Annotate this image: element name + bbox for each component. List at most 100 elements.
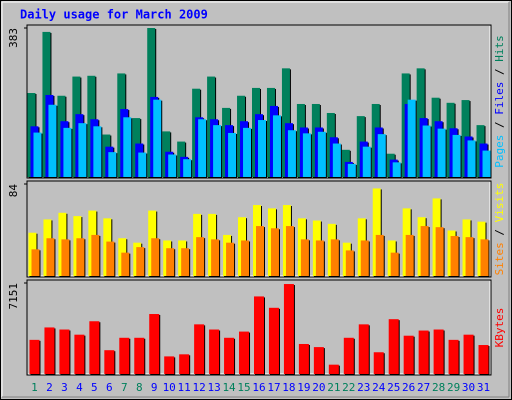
- bar: [345, 250, 354, 276]
- bar: [283, 284, 294, 374]
- bar: [254, 296, 264, 374]
- legend-entry: Sites: [493, 242, 506, 275]
- bar: [179, 354, 190, 374]
- x-tick-label: 15: [237, 381, 250, 394]
- x-tick-label: 26: [402, 381, 415, 394]
- bar: [287, 130, 296, 177]
- bar: [166, 248, 175, 276]
- bar: [256, 226, 264, 276]
- x-tick-label: 11: [178, 381, 191, 394]
- bar: [403, 335, 414, 374]
- bar: [136, 247, 145, 276]
- bar: [209, 329, 220, 374]
- bar: [377, 134, 386, 177]
- legend: Pages / Files / Hits: [493, 35, 506, 168]
- bar: [198, 119, 207, 177]
- bar: [328, 364, 339, 374]
- bar: [302, 133, 311, 177]
- bar: [78, 123, 87, 177]
- bar: [33, 132, 42, 177]
- bar: [407, 99, 416, 177]
- x-tick-label: 2: [46, 381, 53, 394]
- x-tick-label: 1: [31, 381, 38, 394]
- x-tick-label: 10: [163, 381, 176, 394]
- bar: [138, 152, 147, 177]
- bar: [31, 249, 40, 276]
- bar: [106, 241, 115, 276]
- bar: [433, 329, 444, 374]
- bar: [388, 319, 399, 374]
- x-tick-label: 3: [61, 381, 68, 394]
- bar: [213, 125, 222, 177]
- y-tick-label: 383: [7, 28, 20, 48]
- x-tick-label: 12: [193, 381, 206, 394]
- bar: [46, 238, 55, 276]
- x-tick-label: 24: [372, 381, 386, 394]
- bar: [390, 252, 399, 276]
- bar: [315, 240, 324, 276]
- bar: [360, 240, 369, 276]
- bar: [123, 117, 132, 177]
- bar: [332, 143, 341, 177]
- bar: [330, 239, 339, 276]
- bar: [285, 226, 294, 276]
- legend: Sites / Visits: [493, 183, 506, 276]
- bar: [61, 239, 70, 276]
- bar: [448, 339, 459, 374]
- bar: [194, 324, 205, 374]
- bar: [347, 163, 356, 177]
- bar: [153, 99, 162, 177]
- x-tick-label: 5: [91, 381, 98, 394]
- bar: [119, 337, 130, 374]
- bar: [272, 115, 281, 177]
- bar: [362, 146, 371, 177]
- bar: [243, 127, 252, 177]
- x-tick-label: 6: [106, 381, 113, 394]
- legend-entry: Files: [493, 82, 506, 115]
- bar: [76, 238, 85, 276]
- bar: [358, 324, 369, 374]
- bar: [465, 237, 474, 276]
- bar: [467, 140, 476, 177]
- bar: [59, 329, 70, 374]
- x-tick-label: 25: [387, 381, 400, 394]
- y-tick-label: 7151: [7, 283, 20, 310]
- x-tick-label: 14: [222, 381, 236, 394]
- y-tick-label: 84: [7, 184, 20, 198]
- bar: [134, 337, 145, 374]
- bar: [450, 236, 459, 276]
- x-tick-label: 7: [121, 381, 128, 394]
- bar: [63, 127, 72, 177]
- bar: [181, 248, 190, 276]
- x-tick-label: 30: [462, 381, 475, 394]
- bar: [482, 150, 491, 177]
- bar: [91, 234, 100, 276]
- legend-entry: KBytes: [493, 308, 506, 348]
- bar: [405, 234, 414, 276]
- x-tick-label: 27: [417, 381, 430, 394]
- legend-separator: /: [493, 115, 506, 135]
- bar: [164, 356, 175, 374]
- chart-title: Daily usage for March 2009: [20, 8, 208, 22]
- bar: [151, 238, 160, 276]
- x-tick-label: 13: [207, 381, 220, 394]
- bar: [196, 237, 205, 276]
- bar: [168, 154, 177, 177]
- bar: [239, 331, 250, 374]
- legend-separator: /: [493, 222, 506, 242]
- bar: [373, 352, 384, 374]
- bar: [463, 334, 474, 374]
- bar: [48, 104, 57, 177]
- legend-entry: Hits: [493, 35, 506, 62]
- bar: [375, 234, 384, 276]
- bar: [121, 252, 130, 276]
- bar: [108, 152, 117, 177]
- bar: [343, 337, 354, 374]
- bar: [392, 162, 401, 177]
- x-tick-label: 28: [432, 381, 445, 394]
- x-tick-label: 20: [312, 381, 325, 394]
- bar: [183, 159, 192, 177]
- x-tick-label: 23: [357, 381, 370, 394]
- bar: [270, 228, 279, 276]
